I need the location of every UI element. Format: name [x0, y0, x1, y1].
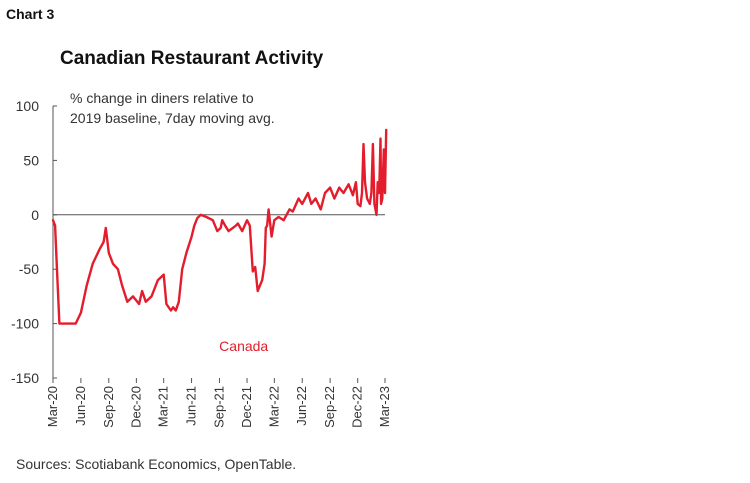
x-tick-label: Mar-22	[266, 386, 281, 427]
series-label-canada: Canada	[219, 338, 268, 354]
x-tick-label: Jun-22	[294, 386, 309, 426]
x-tick-label: Jun-20	[73, 386, 88, 426]
axis-note-line-1: % change in diners relative to	[70, 90, 254, 106]
x-tick-label: Mar-20	[45, 386, 60, 427]
y-tick-label: 50	[23, 152, 39, 168]
x-tick-label: Mar-21	[156, 386, 171, 427]
x-tick-label: Dec-22	[350, 386, 365, 428]
x-tick-label: Jun-21	[184, 386, 199, 426]
axis-note: % change in diners relative to 2019 base…	[70, 88, 275, 128]
y-tick-label: 0	[31, 207, 39, 223]
axis-note-line-2: 2019 baseline, 7day moving avg.	[70, 110, 275, 126]
chart-number-label: Chart 3	[6, 6, 55, 22]
y-tick-label: -50	[19, 261, 39, 277]
y-tick-label: -150	[11, 370, 39, 386]
x-axis-ticks: Mar-20 Jun-20 Sep-20 Dec-20 Mar-21 Jun-21 Sep-…	[45, 378, 392, 428]
y-axis-ticks: 100 50 0 -50 -100 -150	[11, 98, 57, 386]
x-tick-label: Dec-21	[239, 386, 254, 428]
source-note: Sources: Scotiabank Economics, OpenTable…	[16, 456, 297, 472]
x-tick-label: Dec-20	[128, 386, 143, 428]
y-tick-label: -100	[11, 316, 39, 332]
x-tick-label: Sep-21	[211, 386, 226, 428]
x-tick-label: Mar-23	[377, 386, 392, 427]
x-tick-label: Sep-22	[322, 386, 337, 428]
x-tick-label: Sep-20	[101, 386, 116, 428]
chart-axes	[52, 106, 385, 378]
chart-title: Canadian Restaurant Activity	[60, 48, 324, 69]
series-labels: Canada	[219, 338, 268, 354]
series-line-canada	[51, 128, 388, 325]
y-tick-label: 100	[16, 98, 40, 114]
series-group	[51, 128, 388, 325]
